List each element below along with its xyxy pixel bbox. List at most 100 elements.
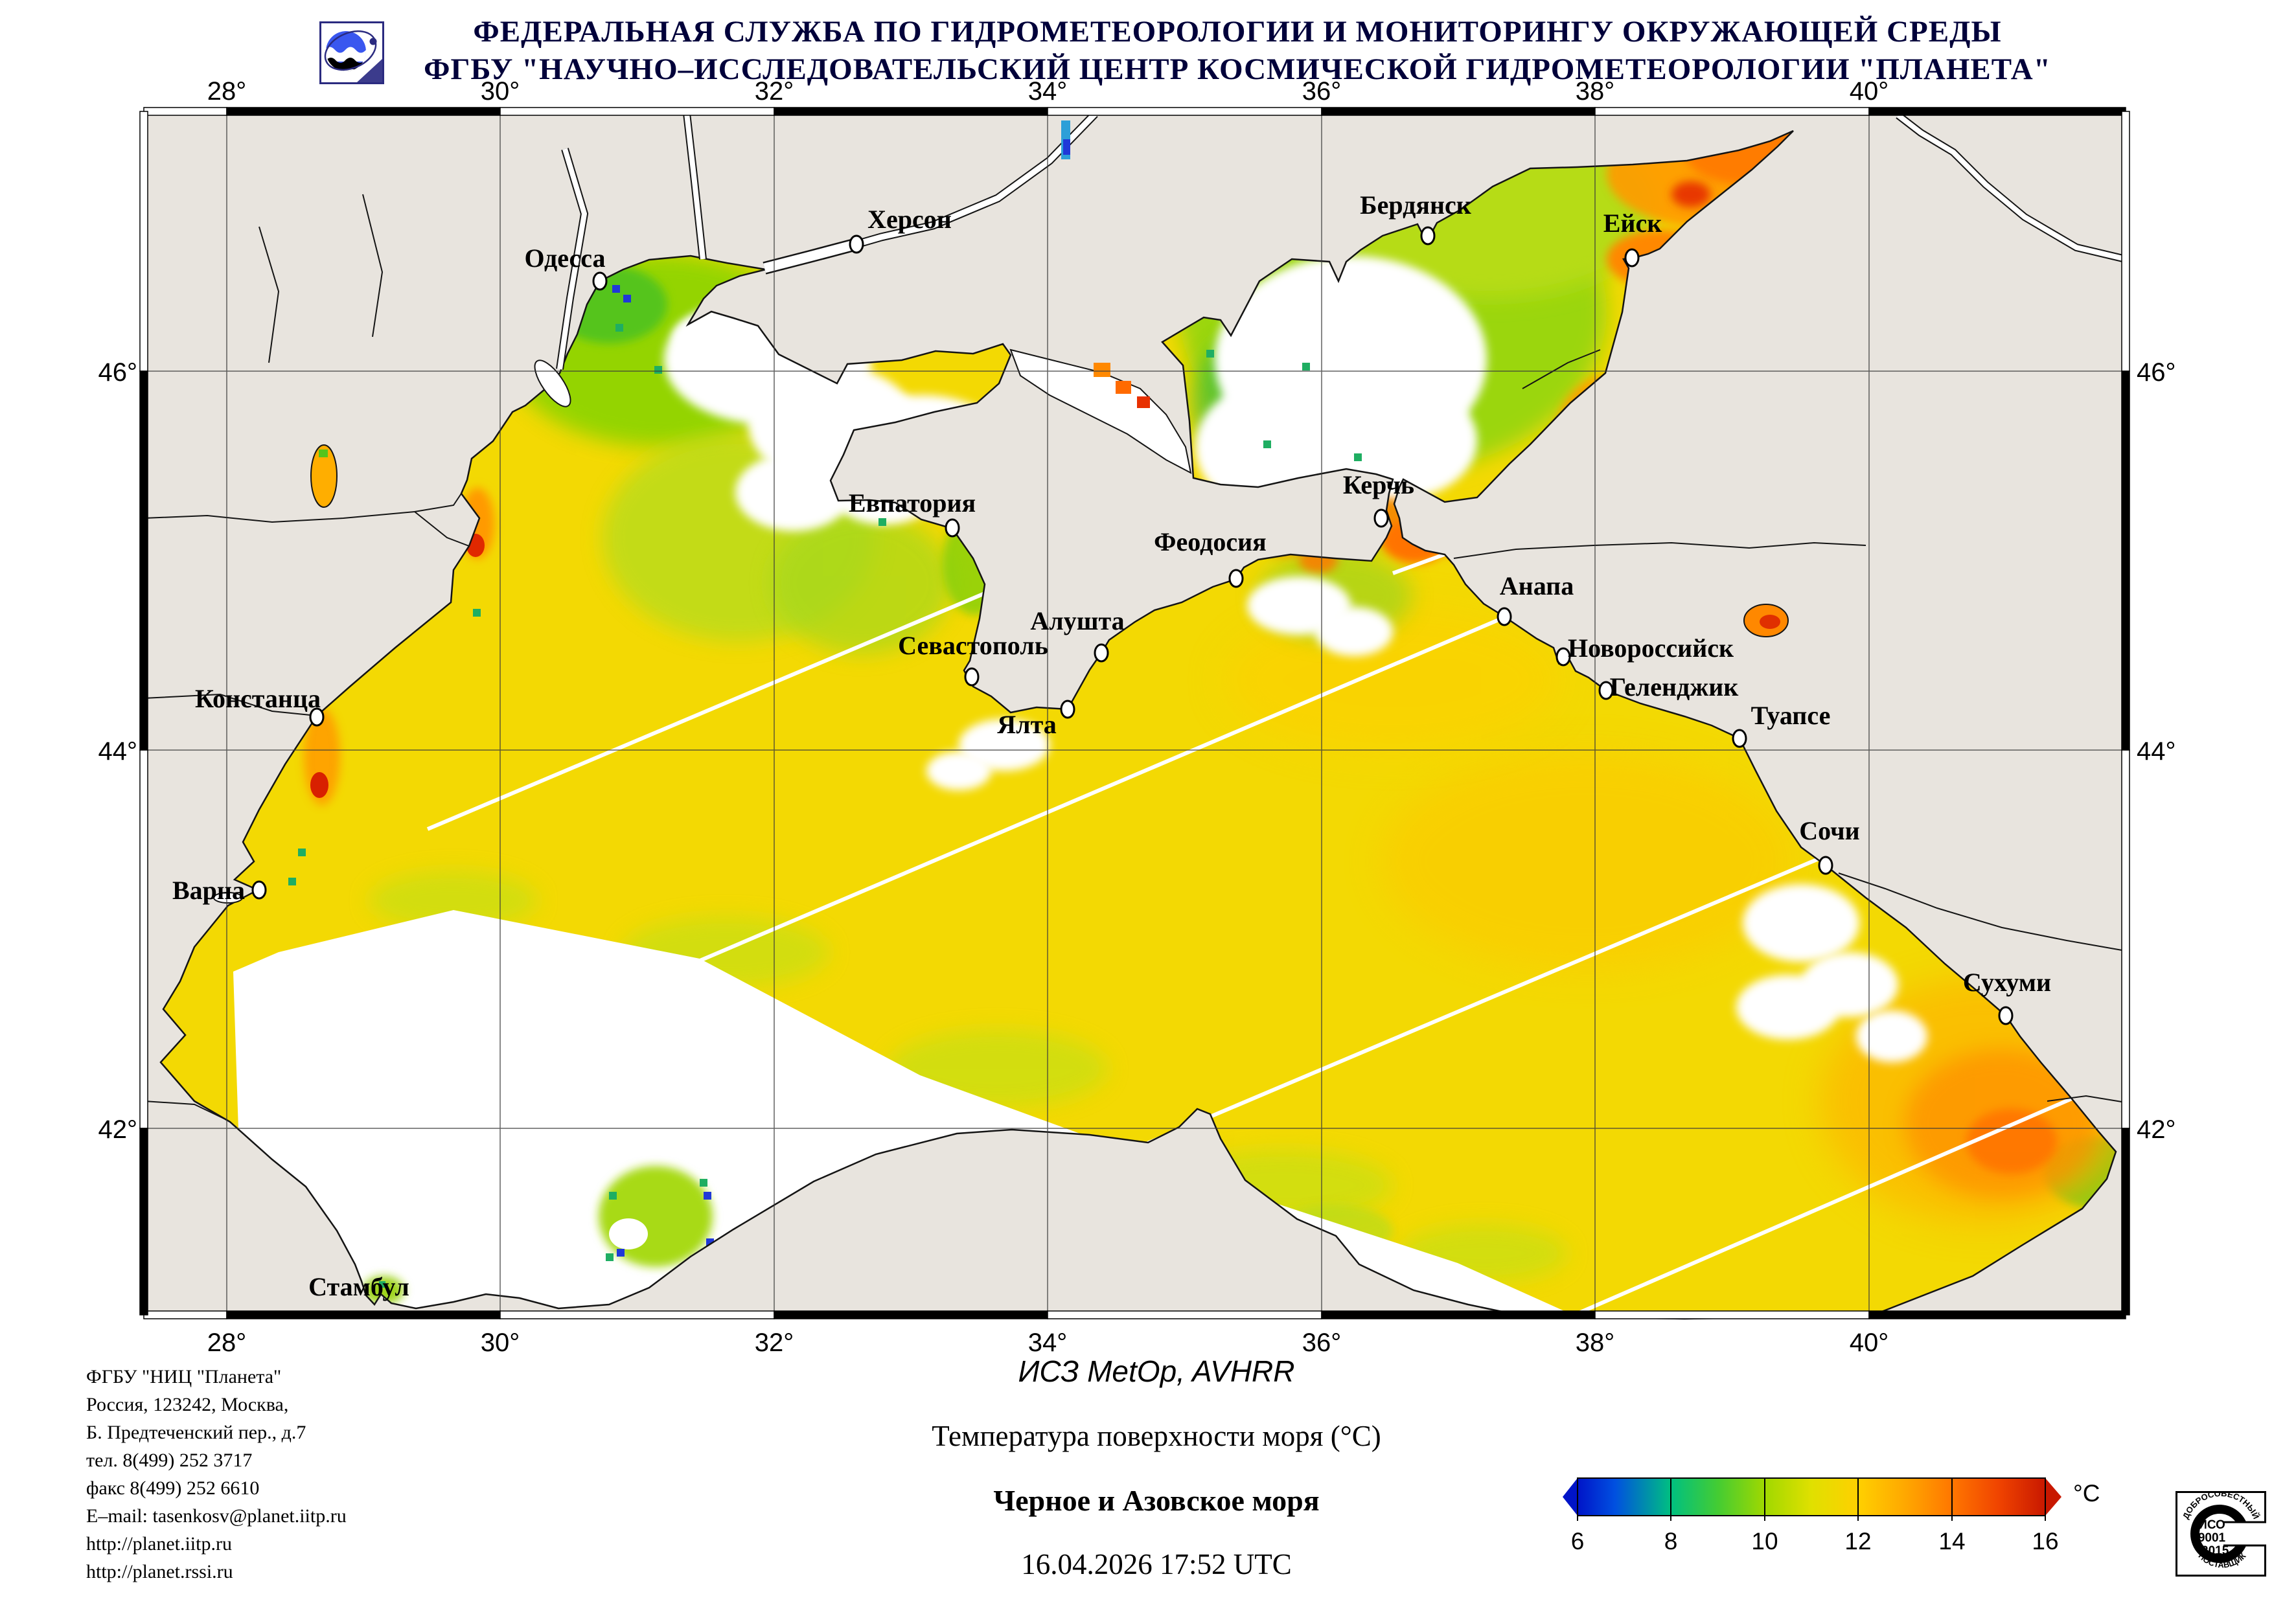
colorbar-unit: °C — [2073, 1480, 2100, 1507]
header: ФЕДЕРАЛЬНАЯ СЛУЖБА ПО ГИДРОМЕТЕОРОЛОГИИ … — [311, 13, 2164, 88]
colorbar-ticks — [1577, 1478, 2046, 1521]
city-marker-tuapse — [1732, 729, 1747, 748]
stamp-center-text: ИСО 9001 -2015 — [2198, 1518, 2229, 1558]
axis-labels: 28° 30° 32° 34° 36° 38° 40° 28° 30° 32° … — [98, 77, 2176, 1357]
lon-label-top-30: 30° — [481, 77, 520, 106]
city-label-sochi: Сочи — [1799, 816, 1859, 845]
colorbar-tick-16: 16 — [2032, 1528, 2058, 1555]
city-marker-odessa — [592, 271, 608, 291]
city-label-odessa: Одесса — [524, 244, 605, 273]
city-label-berdyansk: Бердянск — [1360, 190, 1471, 220]
city-label-evpatoria: Евпатория — [849, 488, 976, 518]
stamp-line-2015: -2015 — [2198, 1544, 2229, 1558]
colorbar-tick-12: 12 — [1844, 1528, 1871, 1555]
city-label-kerch: Керчь — [1343, 470, 1414, 499]
lat-label-right-44: 44° — [2137, 737, 2176, 766]
satellite-line: ИСЗ MetOp, AVHRR — [1018, 1354, 1295, 1388]
org-line-3: Б. Предтеченский пер., д.7 — [86, 1422, 306, 1443]
city-label-sukhumi: Сухуми — [1963, 968, 2051, 997]
city-marker-konstanca — [309, 707, 325, 727]
city-label-yalta: Ялта — [997, 710, 1056, 739]
colorbar-tick-labels: 6 8 10 12 14 16 — [1571, 1528, 2059, 1555]
city-marker-eysk — [1624, 248, 1640, 268]
iso-stamp-icon: ДОБРОСОВЕСТНЫЙ ПОСТАВЩИК ИСО 9001 -2015 — [2175, 1491, 2266, 1577]
city-label-stambul: Стамбул — [308, 1272, 409, 1301]
lon-label-bottom-28: 28° — [207, 1328, 247, 1357]
org-line-5: факс 8(499) 252 6610 — [86, 1477, 260, 1499]
colorbar-tick-10: 10 — [1751, 1528, 1778, 1555]
city-label-feodosia: Феодосия — [1154, 527, 1267, 556]
product-line: Температура поверхности моря (°C) — [932, 1420, 1381, 1452]
hydrography — [143, 111, 2127, 1121]
city-marker-varna — [251, 880, 267, 900]
planeta-logo-icon — [319, 21, 384, 84]
city-label-varna: Варна — [172, 876, 245, 905]
lon-label-bottom-32: 32° — [755, 1328, 794, 1357]
lon-label-bottom-36: 36° — [1302, 1328, 1342, 1357]
city-label-alushta: Алушта — [1030, 606, 1124, 635]
city-marker-evpatoria — [945, 518, 960, 538]
lon-label-top-40: 40° — [1850, 77, 1889, 106]
stamp-c-glyph — [2190, 1505, 2266, 1563]
lat-label-left-42: 42° — [98, 1115, 138, 1144]
datetime-line: 16.04.2026 17:52 UTC — [1021, 1548, 1292, 1580]
city-marker-gelendzhik — [1598, 681, 1614, 700]
lon-label-bottom-34: 34° — [1028, 1328, 1068, 1357]
lon-label-bottom-40: 40° — [1850, 1328, 1889, 1357]
header-line2: ФГБУ "НАУЧНО–ИССЛЕДОВАТЕЛЬСКИЙ ЦЕНТР КОС… — [424, 52, 2051, 86]
temperature-colorbar: 6 8 10 12 14 16 °C — [1563, 1477, 2100, 1555]
city-marker-kerch — [1373, 508, 1389, 528]
city-labels: Одесса Херсон Бердянск Ейск Керчь Евпато… — [172, 190, 2051, 1301]
region-line: Черное и Азовское моря — [993, 1484, 1320, 1517]
organization-info: ФГБУ "НИЦ "Планета" Россия, 123242, Моск… — [86, 1363, 579, 1586]
lon-label-top-38: 38° — [1576, 77, 1615, 106]
stamp-line-9001: 9001 — [2198, 1531, 2226, 1545]
lat-label-left-46: 46° — [98, 358, 138, 387]
city-marker-alushta — [1094, 643, 1109, 663]
colorbar-right-arrow — [2045, 1478, 2061, 1516]
city-marker-berdyansk — [1420, 226, 1436, 245]
colorbar-left-arrow — [1563, 1478, 1578, 1516]
logo-triangle — [357, 59, 382, 82]
lon-label-top-32: 32° — [755, 77, 794, 106]
colorbar-gradient — [1577, 1477, 2046, 1516]
org-line-1: ФГБУ "НИЦ "Планета" — [86, 1366, 282, 1387]
lat-label-left-44: 44° — [98, 737, 138, 766]
lon-label-top-28: 28° — [207, 77, 247, 106]
colorbar-tick-14: 14 — [1938, 1528, 1965, 1555]
lon-label-bottom-30: 30° — [481, 1328, 520, 1357]
city-marker-anapa — [1497, 607, 1512, 626]
lon-label-top-34: 34° — [1028, 77, 1068, 106]
org-line-url-2: http://planet.rssi.ru — [86, 1561, 233, 1582]
city-label-kherson: Херсон — [867, 205, 952, 234]
city-label-novorossiysk: Новороссийск — [1568, 633, 1734, 663]
city-marker-sukhumi — [1998, 1006, 2014, 1025]
map-frame — [139, 107, 2130, 1319]
city-marker-sevastopol — [964, 667, 980, 687]
city-label-gelendzhik: Геленджик — [1610, 672, 1739, 701]
org-line-url-1: http://planet.iitp.ru — [86, 1533, 232, 1555]
colorbar-tick-8: 8 — [1664, 1528, 1678, 1555]
city-label-sevastopol: Севастополь — [898, 631, 1048, 660]
city-marker-feodosia — [1228, 569, 1244, 588]
city-marker-kherson — [849, 234, 864, 254]
city-marker-novorossiysk — [1556, 647, 1571, 667]
org-line-2: Россия, 123242, Москва, — [86, 1394, 289, 1415]
city-marker-yalta — [1060, 700, 1075, 719]
city-label-eysk: Ейск — [1603, 209, 1662, 238]
stamp-line-iso: ИСО — [2198, 1518, 2225, 1532]
city-marker-sochi — [1818, 856, 1833, 875]
lon-label-top-36: 36° — [1302, 77, 1342, 106]
city-label-konstanca: Констанца — [195, 684, 321, 713]
city-markers — [251, 226, 2014, 1025]
city-label-tuapse: Туапсе — [1751, 701, 1831, 730]
lat-label-right-46: 46° — [2137, 358, 2176, 387]
city-label-anapa: Анапа — [1500, 571, 1574, 600]
org-line-email: E–mail: tasenkosv@planet.iitp.ru — [86, 1505, 347, 1527]
lat-label-right-42: 42° — [2137, 1115, 2176, 1144]
graticule — [144, 111, 2126, 1315]
logo-satellite-dot — [369, 38, 377, 45]
product-caption: ИСЗ MetOp, AVHRR Температура поверхности… — [648, 1354, 1665, 1581]
colorbar-tick-6: 6 — [1571, 1528, 1585, 1555]
